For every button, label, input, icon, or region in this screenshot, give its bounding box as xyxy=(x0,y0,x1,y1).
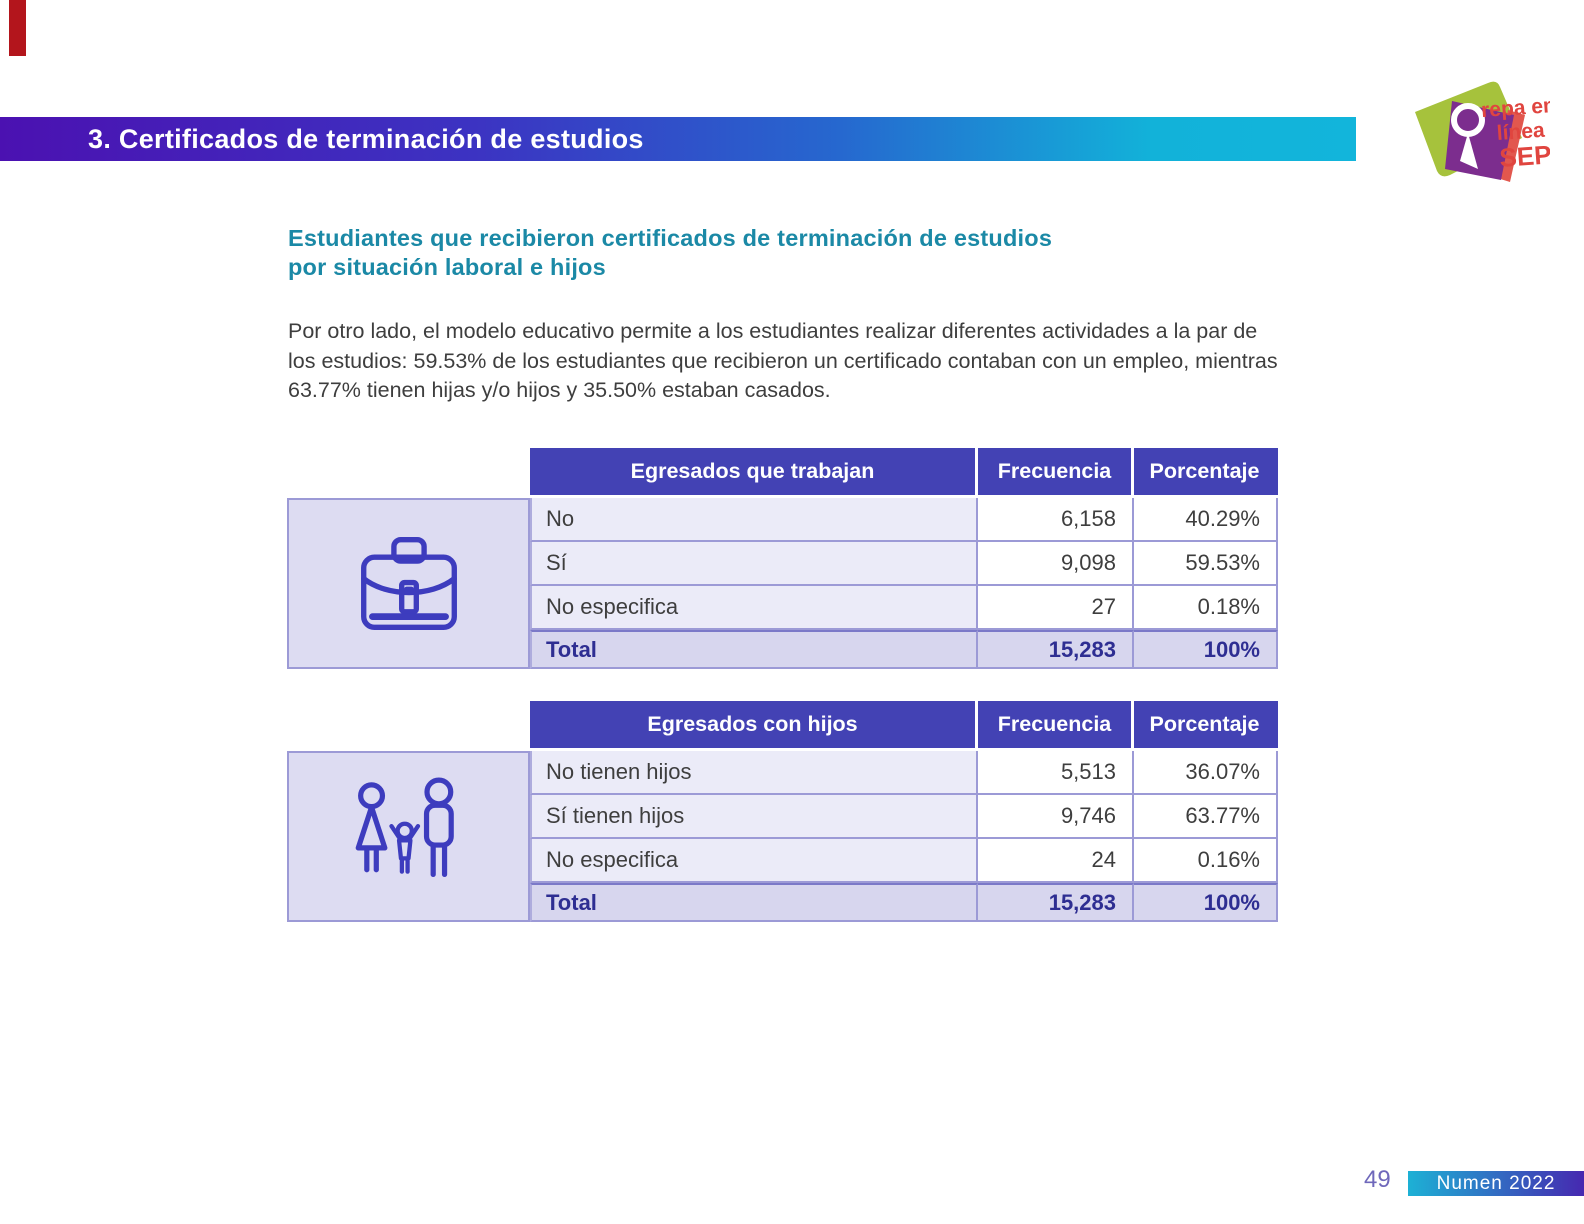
column-header-category: Egresados con hijos xyxy=(530,701,978,748)
table-main: Egresados con hijos Frecuencia Porcentaj… xyxy=(530,701,1278,922)
total-label: Total xyxy=(530,883,978,922)
total-frequency: 15,283 xyxy=(978,883,1134,922)
table-row: No especifica 24 0.16% xyxy=(530,839,1278,883)
table-row: No tienen hijos 5,513 36.07% xyxy=(530,751,1278,795)
table-total-row: Total 15,283 100% xyxy=(530,883,1278,922)
table-icon-cell xyxy=(287,751,530,922)
row-label: No xyxy=(530,498,978,542)
column-header-percentage: Porcentaje xyxy=(1149,712,1260,736)
row-percentage: 40.29% xyxy=(1134,498,1278,542)
body-paragraph: Por otro lado, el modelo educativo permi… xyxy=(288,319,1278,402)
table-total-row: Total 15,283 100% xyxy=(530,630,1278,669)
red-corner-mark xyxy=(9,0,26,56)
row-frequency: 9,098 xyxy=(978,542,1134,586)
total-percentage: 100% xyxy=(1134,883,1278,922)
total-percentage: 100% xyxy=(1134,630,1278,669)
table-row: Sí 9,098 59.53% xyxy=(530,542,1278,586)
logo-text-line1: repa en xyxy=(1480,94,1550,122)
chapter-title-band: 3. Certificados de terminación de estudi… xyxy=(0,117,1356,161)
column-header-percentage: Porcentaje xyxy=(1149,459,1260,483)
table-egresados-con-hijos: Egresados con hijos Frecuencia Porcentaj… xyxy=(287,701,1278,923)
table-row: Sí tienen hijos 9,746 63.77% xyxy=(530,795,1278,839)
row-percentage: 36.07% xyxy=(1134,751,1278,795)
row-percentage: 63.77% xyxy=(1134,795,1278,839)
family-icon xyxy=(355,777,454,877)
row-percentage: 0.16% xyxy=(1134,839,1278,883)
briefcase-icon xyxy=(360,536,457,630)
section-heading-line2: por situación laboral e hijos xyxy=(288,254,606,280)
table-main: Egresados que trabajan Frecuencia Porcen… xyxy=(530,448,1278,669)
column-header-frequency: Frecuencia xyxy=(978,701,1134,748)
table-header-row: Egresados que trabajan Frecuencia Porcen… xyxy=(530,448,1278,498)
row-label: No tienen hijos xyxy=(530,751,978,795)
row-percentage: 59.53% xyxy=(1134,542,1278,586)
row-frequency: 9,746 xyxy=(978,795,1134,839)
logo-text-line3: SEP xyxy=(1498,139,1550,173)
row-label: Sí tienen hijos xyxy=(530,795,978,839)
total-label: Total xyxy=(530,630,978,669)
logo-hand-icon xyxy=(1460,133,1478,169)
row-frequency: 24 xyxy=(978,839,1134,883)
prepa-en-linea-sep-logo: repa en línea SEP xyxy=(1415,81,1550,182)
logo-text-line2: línea xyxy=(1496,119,1546,145)
row-label: No especifica xyxy=(530,586,978,630)
table-row: No especifica 27 0.18% xyxy=(530,586,1278,630)
table-row: No 6,158 40.29% xyxy=(530,498,1278,542)
page-number: 49 xyxy=(1364,1166,1391,1193)
section-heading-line1: Estudiantes que recibieron certificados … xyxy=(288,225,1053,251)
row-frequency: 6,158 xyxy=(978,498,1134,542)
chapter-title: 3. Certificados de terminación de estudi… xyxy=(88,124,644,154)
row-label: No especifica xyxy=(530,839,978,883)
row-frequency: 5,513 xyxy=(978,751,1134,795)
table-egresados-que-trabajan: Egresados que trabajan Frecuencia Porcen… xyxy=(287,448,1278,670)
column-header-frequency: Frecuencia xyxy=(978,448,1134,495)
row-percentage: 0.18% xyxy=(1134,586,1278,630)
total-frequency: 15,283 xyxy=(978,630,1134,669)
section-heading: Estudiantes que recibieron certificados … xyxy=(288,224,1188,282)
column-header-category: Egresados que trabajan xyxy=(530,448,978,495)
footer-badge: Numen 2022 xyxy=(1408,1171,1584,1196)
row-frequency: 27 xyxy=(978,586,1134,630)
table-header-row: Egresados con hijos Frecuencia Porcentaj… xyxy=(530,701,1278,751)
table-icon-cell xyxy=(287,498,530,669)
row-label: Sí xyxy=(530,542,978,586)
